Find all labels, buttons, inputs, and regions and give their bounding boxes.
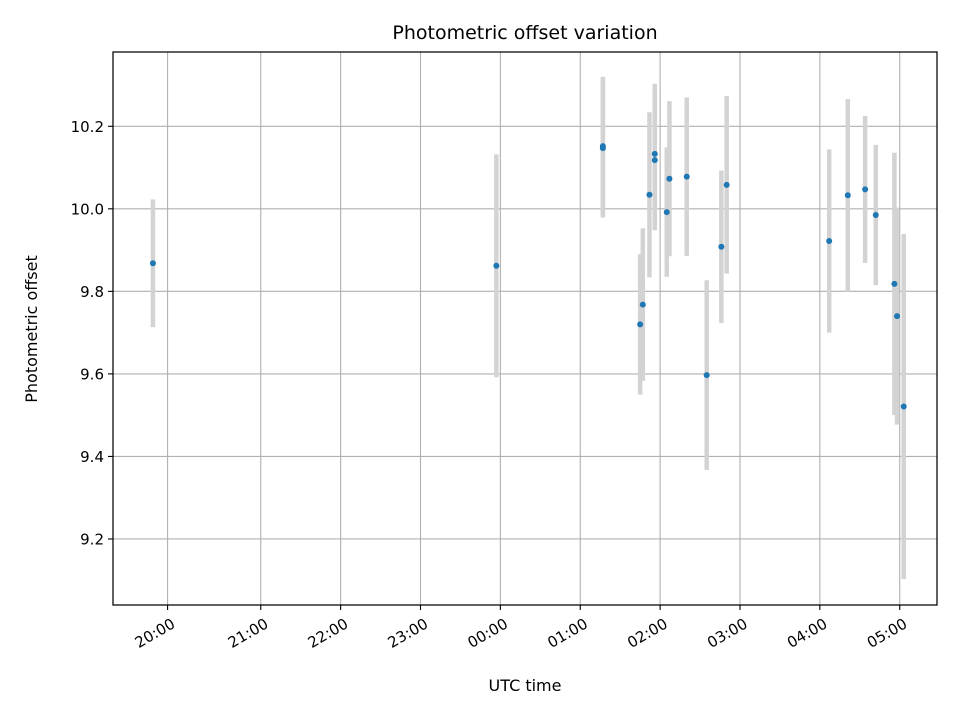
data-point — [872, 212, 879, 219]
data-point — [639, 301, 646, 308]
y-tick-label: 9.8 — [80, 283, 104, 301]
x-axis-label: UTC time — [489, 676, 562, 695]
data-point — [826, 238, 833, 245]
data-point — [900, 403, 907, 410]
y-axis-label: Photometric offset — [22, 255, 41, 403]
data-point — [723, 181, 730, 188]
data-point — [891, 280, 898, 287]
data-point — [666, 175, 673, 182]
y-tick-label: 9.2 — [80, 530, 104, 548]
data-point — [862, 186, 869, 193]
data-point — [637, 321, 644, 328]
data-point — [683, 173, 690, 180]
chart-title: Photometric offset variation — [392, 22, 657, 44]
data-point — [663, 209, 670, 216]
grid — [113, 52, 937, 605]
data-point — [646, 191, 653, 198]
y-tick-label: 9.4 — [80, 448, 104, 466]
data-point — [493, 262, 500, 269]
data-points — [149, 143, 907, 410]
data-point — [844, 192, 851, 199]
y-tick-label: 9.6 — [80, 365, 104, 383]
y-tick-label: 10.0 — [71, 200, 104, 218]
data-point — [703, 372, 710, 379]
data-point — [718, 243, 725, 250]
y-tick-label: 10.2 — [71, 118, 104, 136]
data-point — [599, 145, 606, 152]
data-point — [149, 260, 156, 267]
data-point — [894, 313, 901, 320]
data-point — [651, 157, 658, 164]
plot-frame — [112, 51, 938, 606]
data-point — [651, 150, 658, 157]
